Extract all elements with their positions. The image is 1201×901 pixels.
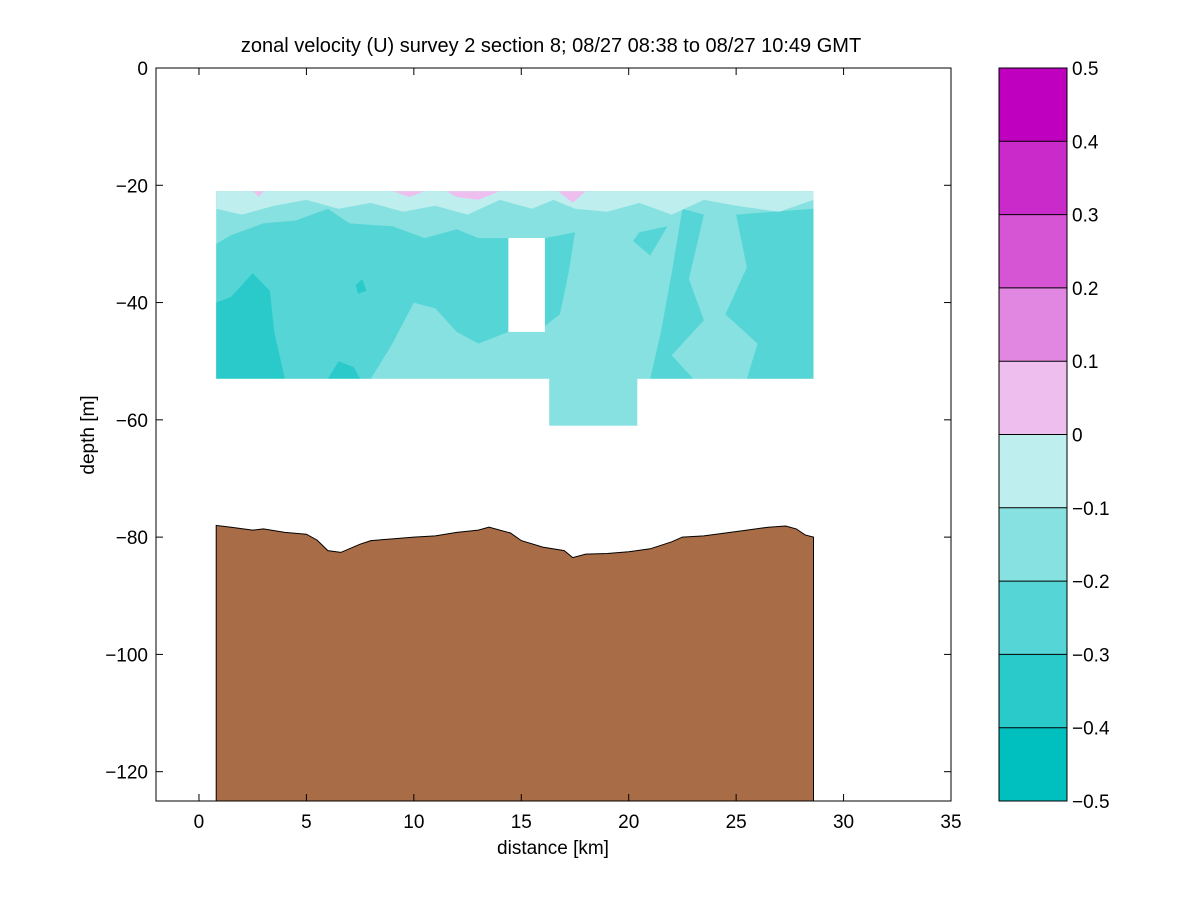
colorbar-ticks: −0.5 −0.4 −0.3 −0.2 −0.1 0 0.1 0.2 0.3 0.4 0.5 bbox=[999, 59, 1110, 813]
contour-level-region bbox=[216, 208, 509, 379]
x-axis-ticks: 0 5 10 15 20 25 30 35 bbox=[194, 68, 962, 833]
colorbar-swatches bbox=[999, 68, 1067, 801]
colorbar-swatch bbox=[999, 727, 1067, 801]
y-tick-label: 0 bbox=[137, 59, 148, 80]
colorbar-tick-label: 0.3 bbox=[1072, 206, 1098, 227]
colorbar-tick-label: 0.5 bbox=[1072, 59, 1098, 80]
contour-level-region bbox=[355, 279, 367, 294]
colorbar-swatch bbox=[999, 214, 1067, 288]
x-tick-label: 5 bbox=[301, 812, 312, 833]
y-tick-label: −120 bbox=[105, 763, 148, 784]
contour-deep-profile bbox=[549, 377, 638, 426]
x-tick-label: 0 bbox=[194, 812, 205, 833]
contour-level-region bbox=[650, 208, 704, 379]
plot-area: 0 5 10 15 20 25 30 35 −120 −100 −80 −60 −40 −20 0 bbox=[105, 59, 961, 833]
contour-level-region bbox=[633, 226, 668, 256]
axes-frame bbox=[155, 67, 952, 802]
colorbar-tick-label: 0 bbox=[1072, 426, 1083, 447]
chart-title: zonal velocity (U) survey 2 section 8; 0… bbox=[241, 35, 861, 57]
x-tick-label: 25 bbox=[726, 812, 747, 833]
colorbar-tick-label: −0.2 bbox=[1072, 572, 1110, 593]
colorbar: −0.5 −0.4 −0.3 −0.2 −0.1 0 0.1 0.2 0.3 0.4 0.5 bbox=[998, 59, 1110, 813]
y-axis-label: depth [m] bbox=[78, 395, 99, 474]
y-tick-label: −80 bbox=[116, 528, 148, 549]
colorbar-swatch bbox=[999, 141, 1067, 215]
contour-level-region bbox=[392, 191, 425, 197]
colorbar-tick-label: 0.2 bbox=[1072, 279, 1098, 300]
colorbar-swatch bbox=[999, 507, 1067, 582]
contour-level-region bbox=[252, 191, 264, 197]
y-tick-label: −60 bbox=[116, 411, 148, 432]
colorbar-swatch bbox=[999, 287, 1067, 362]
contour-level-region bbox=[725, 208, 814, 379]
contour-levels bbox=[216, 191, 814, 379]
seafloor-polygon bbox=[215, 524, 814, 802]
contour-level-region bbox=[216, 191, 814, 215]
contour-level-region bbox=[327, 361, 361, 379]
colorbar-swatch bbox=[999, 68, 1067, 142]
colorbar-swatch bbox=[999, 434, 1067, 508]
colorbar-tick-label: 0.4 bbox=[1072, 132, 1099, 153]
x-tick-label: 35 bbox=[940, 812, 961, 833]
colorbar-tick-label: −0.5 bbox=[1072, 792, 1110, 813]
x-tick-label: 15 bbox=[511, 812, 532, 833]
seafloor-bathymetry bbox=[215, 524, 814, 802]
contour-level-region bbox=[544, 232, 575, 326]
x-axis-label: distance [km] bbox=[497, 838, 609, 859]
colorbar-tick-label: −0.4 bbox=[1072, 719, 1110, 740]
x-tick-label: 10 bbox=[403, 812, 424, 833]
colorbar-tick-label: −0.3 bbox=[1072, 645, 1110, 666]
x-tick-label: 20 bbox=[618, 812, 639, 833]
data-gap bbox=[508, 238, 545, 332]
colorbar-swatch bbox=[999, 654, 1067, 728]
x-tick-label: 30 bbox=[833, 812, 854, 833]
velocity-contour-fill bbox=[216, 191, 814, 426]
contour-level-region bbox=[216, 273, 285, 379]
y-axis-ticks: −120 −100 −80 −60 −40 −20 0 bbox=[105, 59, 951, 784]
colorbar-swatch bbox=[999, 361, 1067, 435]
y-tick-label: −40 bbox=[116, 294, 148, 315]
colorbar-tick-label: −0.1 bbox=[1072, 499, 1110, 520]
contour-level-region bbox=[446, 191, 500, 200]
contour-level-region bbox=[557, 191, 586, 203]
colorbar-swatch bbox=[999, 581, 1067, 655]
y-tick-label: −20 bbox=[116, 176, 148, 197]
colorbar-tick-label: 0.1 bbox=[1072, 352, 1098, 373]
y-tick-label: −100 bbox=[105, 645, 148, 666]
